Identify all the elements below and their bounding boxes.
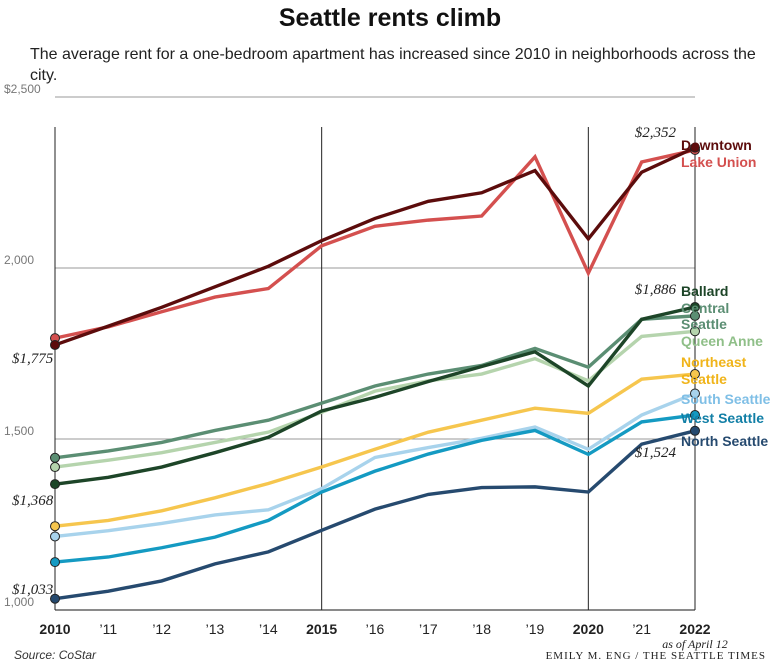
x-tick-label: 2022 [679,621,710,637]
source-note: Source: CoStar [14,648,97,662]
data-point-west-seattle [50,557,60,568]
x-tick-label: ’14 [259,621,278,637]
series-label-north-seattle: North Seattle [681,433,768,449]
x-tick-label: 2010 [39,621,70,637]
data-point-ballard [50,479,60,490]
data-point-queen-anne [50,462,60,473]
x-tick-label: ’16 [366,621,385,637]
data-point-downtown [690,142,700,153]
series-label-west-seattle: West Seattle [681,410,764,426]
value-label: $1,886 [635,282,677,298]
series-label-queen-anne: Queen Anne [681,333,763,349]
series-label-central: Central [681,300,729,316]
credit-line: EMILY M. ENG / THE SEATTLE TIMES [545,650,766,662]
value-label: $1,033 [12,582,53,598]
data-point-central-seattle [50,452,60,463]
data-point-west-seattle [690,410,700,421]
series-line-northeast-seattle [54,372,696,528]
data-point-northeast-seattle [50,521,60,532]
x-tick-label: ’21 [632,621,651,637]
series-label-seattle: Seattle [681,371,727,387]
x-tick-label: ’18 [472,621,491,637]
value-label: $1,368 [12,493,54,509]
data-point-south-seattle [690,388,700,399]
series-label-ballard: Ballard [681,283,728,299]
series-line-ballard [54,305,696,486]
x-tick-label: ’11 [100,621,118,637]
value-label: $1,775 [12,351,54,367]
series-label-downtown: Downtown [681,137,752,153]
series-line-central-seattle [54,314,696,460]
x-tick-label: 2020 [573,621,604,637]
series-line-queen-anne [54,329,696,469]
data-point-northeast-seattle [690,369,700,380]
data-point-north-seattle [690,425,700,436]
data-point-ballard [690,301,700,312]
data-point-south-seattle [50,531,60,542]
y-tick-label: 1,000 [4,595,34,609]
y-tick-label: 1,500 [4,424,34,438]
series-line-lake-union [54,148,696,340]
x-tick-label: ’17 [419,621,438,637]
x-tick-label: ’13 [206,621,225,637]
value-label: $1,524 [635,445,677,461]
series-line-north-seattle [54,429,696,601]
series-line-downtown [54,146,696,347]
series-label-northeast: Northeast [681,354,747,370]
x-tick-label: ’12 [152,621,171,637]
series-label-south-seattle: South Seattle [681,391,771,407]
series-label-lake-union: Lake Union [681,154,756,170]
x-axis-note: as of April 12 [662,637,727,651]
x-tick-label: ’19 [526,621,545,637]
value-label: $2,352 [635,125,677,141]
series-line-west-seattle [54,413,696,564]
chart-subtitle: The average rent for a one-bedroom apart… [30,46,756,84]
y-tick-label: 2,000 [4,253,34,267]
series-label-seattle: Seattle [681,316,727,332]
chart-title: Seattle rents climb [278,4,502,32]
series-line-south-seattle [54,391,696,539]
data-point-north-seattle [50,593,60,604]
x-tick-label: 2015 [306,621,337,637]
data-point-downtown [50,339,60,350]
y-tick-label: $2,500 [4,82,41,96]
data-point-queen-anne [690,326,700,337]
